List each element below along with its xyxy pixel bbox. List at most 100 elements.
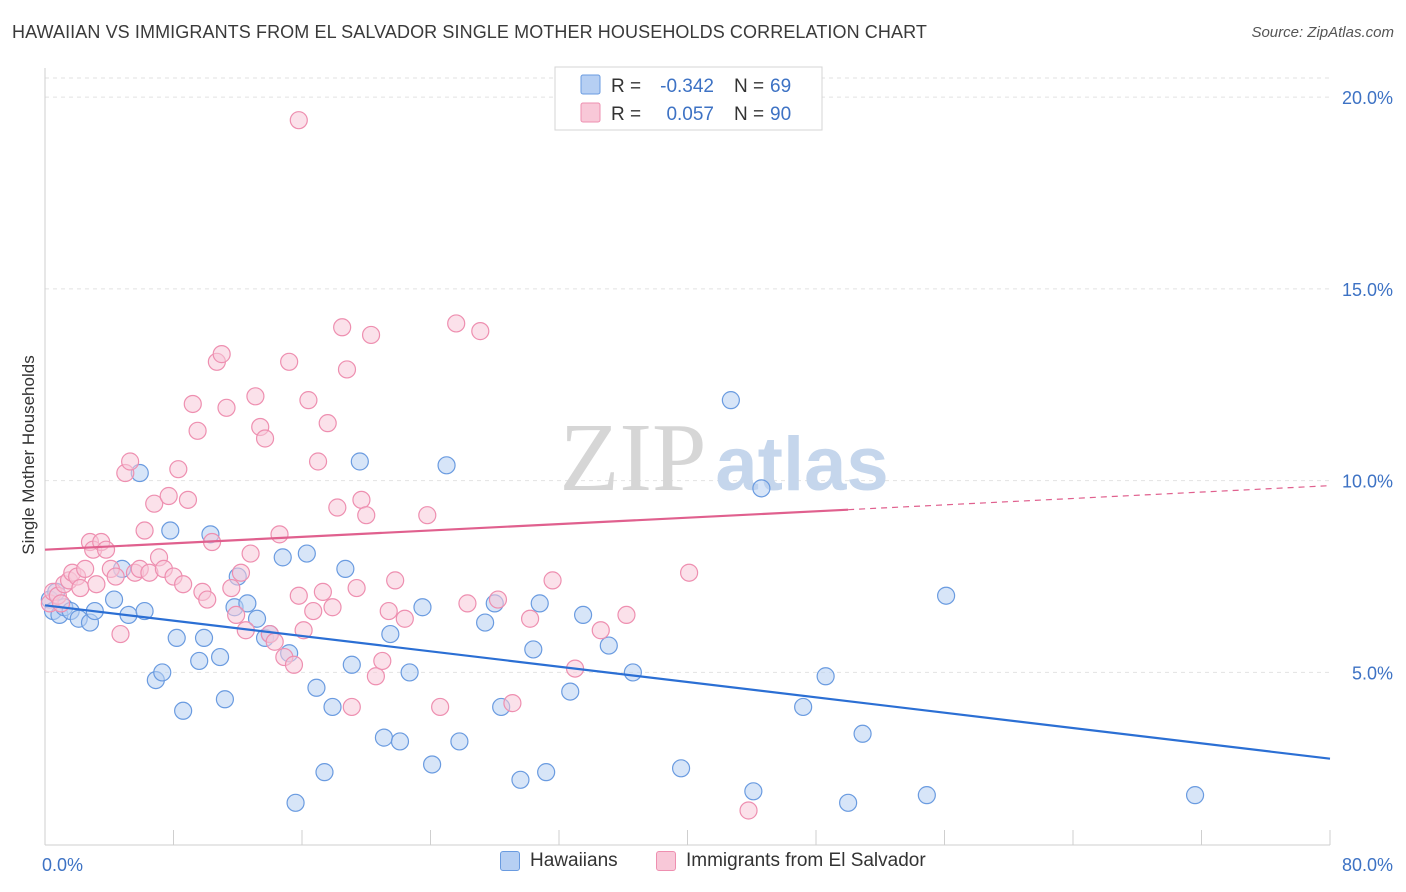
legend-swatch-el-salvador xyxy=(580,102,601,123)
point-el-salvador-31 xyxy=(178,490,198,509)
point-hawaiians-33 xyxy=(297,544,316,563)
point-el-salvador-50 xyxy=(270,525,289,544)
legend-swatch-el-salvador-bottom xyxy=(656,851,676,871)
point-el-salvador-64 xyxy=(337,360,357,379)
point-hawaiians-19 xyxy=(190,651,209,671)
point-el-salvador-77 xyxy=(447,314,466,333)
point-el-salvador-87 xyxy=(680,563,699,582)
point-el-salvador-70 xyxy=(366,667,385,686)
point-el-salvador-67 xyxy=(352,490,371,509)
point-el-salvador-62 xyxy=(328,498,347,517)
point-hawaiians-56 xyxy=(573,605,593,625)
point-el-salvador-44 xyxy=(241,544,260,563)
correlation-legend: R = -0.342 N = 69 R = 0.057 N = 90 xyxy=(554,66,823,131)
point-hawaiians-44 xyxy=(413,598,432,617)
y-tick-label-3: 20.0% xyxy=(1342,88,1393,108)
point-hawaiians-55 xyxy=(561,682,580,701)
point-el-salvador-57 xyxy=(304,601,323,621)
legend-n-value-el-salvador: 90 xyxy=(770,104,791,125)
legend-r-value-hawaiians: -0.342 xyxy=(660,76,714,97)
point-el-salvador-3 xyxy=(51,594,71,613)
point-hawaiians-17 xyxy=(167,628,186,648)
point-el-salvador-86 xyxy=(617,605,636,625)
point-hawaiians-69 xyxy=(1185,786,1205,805)
point-hawaiians-35 xyxy=(315,763,334,782)
point-el-salvador-29 xyxy=(169,460,188,479)
axes xyxy=(44,68,1331,846)
y-axis-label: Single Mother Households xyxy=(19,355,38,554)
watermark: ZIP atlas xyxy=(560,404,889,512)
point-el-salvador-9 xyxy=(76,559,95,578)
point-el-salvador-75 xyxy=(418,506,437,525)
point-el-salvador-72 xyxy=(379,601,398,621)
point-el-salvador-82 xyxy=(520,609,540,628)
point-hawaiians-42 xyxy=(390,732,410,751)
point-hawaiians-61 xyxy=(744,782,763,801)
point-el-salvador-59 xyxy=(313,582,332,601)
point-hawaiians-13 xyxy=(135,601,154,621)
point-hawaiians-52 xyxy=(524,640,543,659)
point-el-salvador-38 xyxy=(212,345,231,364)
point-el-salvador-53 xyxy=(284,655,304,674)
trend-lines xyxy=(44,485,1331,760)
point-hawaiians-63 xyxy=(794,697,813,717)
watermark-atlas: atlas xyxy=(715,422,888,507)
point-el-salvador-54 xyxy=(289,586,308,605)
legend-item-el-salvador: Immigrants from El Salvador xyxy=(656,850,926,872)
point-hawaiians-16 xyxy=(161,521,180,540)
point-el-salvador-73 xyxy=(386,571,405,590)
x-tick-label-max: 80.0% xyxy=(1342,855,1393,875)
point-el-salvador-47 xyxy=(255,429,275,448)
point-el-salvador-41 xyxy=(227,605,246,625)
point-hawaiians-36 xyxy=(323,697,342,717)
legend-r-label-el-salvador: R = xyxy=(611,104,646,125)
point-hawaiians-64 xyxy=(816,667,835,686)
point-hawaiians-67 xyxy=(917,786,936,805)
legend-n-value-hawaiians: 69 xyxy=(770,76,791,97)
point-hawaiians-51 xyxy=(511,770,530,789)
y-tick-label-0: 5.0% xyxy=(1352,663,1393,683)
point-hawaiians-20 xyxy=(194,628,214,648)
trend-line-el-salvador-extension xyxy=(848,485,1331,511)
point-hawaiians-45 xyxy=(423,755,442,774)
point-hawaiians-22 xyxy=(210,647,230,667)
point-el-salvador-83 xyxy=(543,571,562,590)
point-el-salvador-71 xyxy=(373,651,392,671)
point-hawaiians-32 xyxy=(286,793,305,812)
legend-label-el-salvador: Immigrants from El Salvador xyxy=(686,850,926,871)
point-el-salvador-30 xyxy=(174,575,193,594)
point-hawaiians-66 xyxy=(853,724,872,743)
legend-r-value-el-salvador: 0.057 xyxy=(666,104,714,125)
point-el-salvador-45 xyxy=(246,387,265,406)
point-hawaiians-38 xyxy=(342,655,361,674)
point-hawaiians-48 xyxy=(476,613,495,632)
legend-label-hawaiians: Hawaiians xyxy=(530,850,618,871)
watermark-zip: ZIP xyxy=(560,404,707,512)
point-el-salvador-49 xyxy=(265,632,284,651)
point-el-salvador-32 xyxy=(183,394,202,414)
point-el-salvador-60 xyxy=(318,414,337,433)
series-legend: Hawaiians Immigrants from El Salvador xyxy=(0,850,1406,880)
y-tick-label-2: 15.0% xyxy=(1342,280,1393,300)
point-hawaiians-23 xyxy=(215,690,234,709)
point-hawaiians-60 xyxy=(721,391,740,410)
point-hawaiians-39 xyxy=(350,452,369,471)
legend-item-hawaiians: Hawaiians xyxy=(500,850,618,872)
point-el-salvador-68 xyxy=(357,506,376,525)
point-el-salvador-16 xyxy=(106,567,125,586)
point-hawaiians-41 xyxy=(381,624,400,644)
point-hawaiians-53 xyxy=(530,594,549,613)
point-el-salvador-85 xyxy=(591,621,610,640)
point-el-salvador-56 xyxy=(299,391,318,410)
point-hawaiians-27 xyxy=(247,609,267,628)
point-el-salvador-89 xyxy=(289,111,308,130)
point-el-salvador-22 xyxy=(135,521,154,540)
point-hawaiians-65 xyxy=(839,793,858,812)
point-hawaiians-58 xyxy=(623,663,642,682)
chart-title: HAWAIIAN VS IMMIGRANTS FROM EL SALVADOR … xyxy=(12,22,927,42)
y-tick-labels: 5.0% 10.0% 15.0% 20.0% xyxy=(1342,88,1393,683)
legend-n-label-el-salvador: N = xyxy=(734,104,769,125)
data-points xyxy=(40,111,1205,820)
x-tick-label-min: 0.0% xyxy=(42,855,83,875)
point-hawaiians-37 xyxy=(336,559,355,578)
